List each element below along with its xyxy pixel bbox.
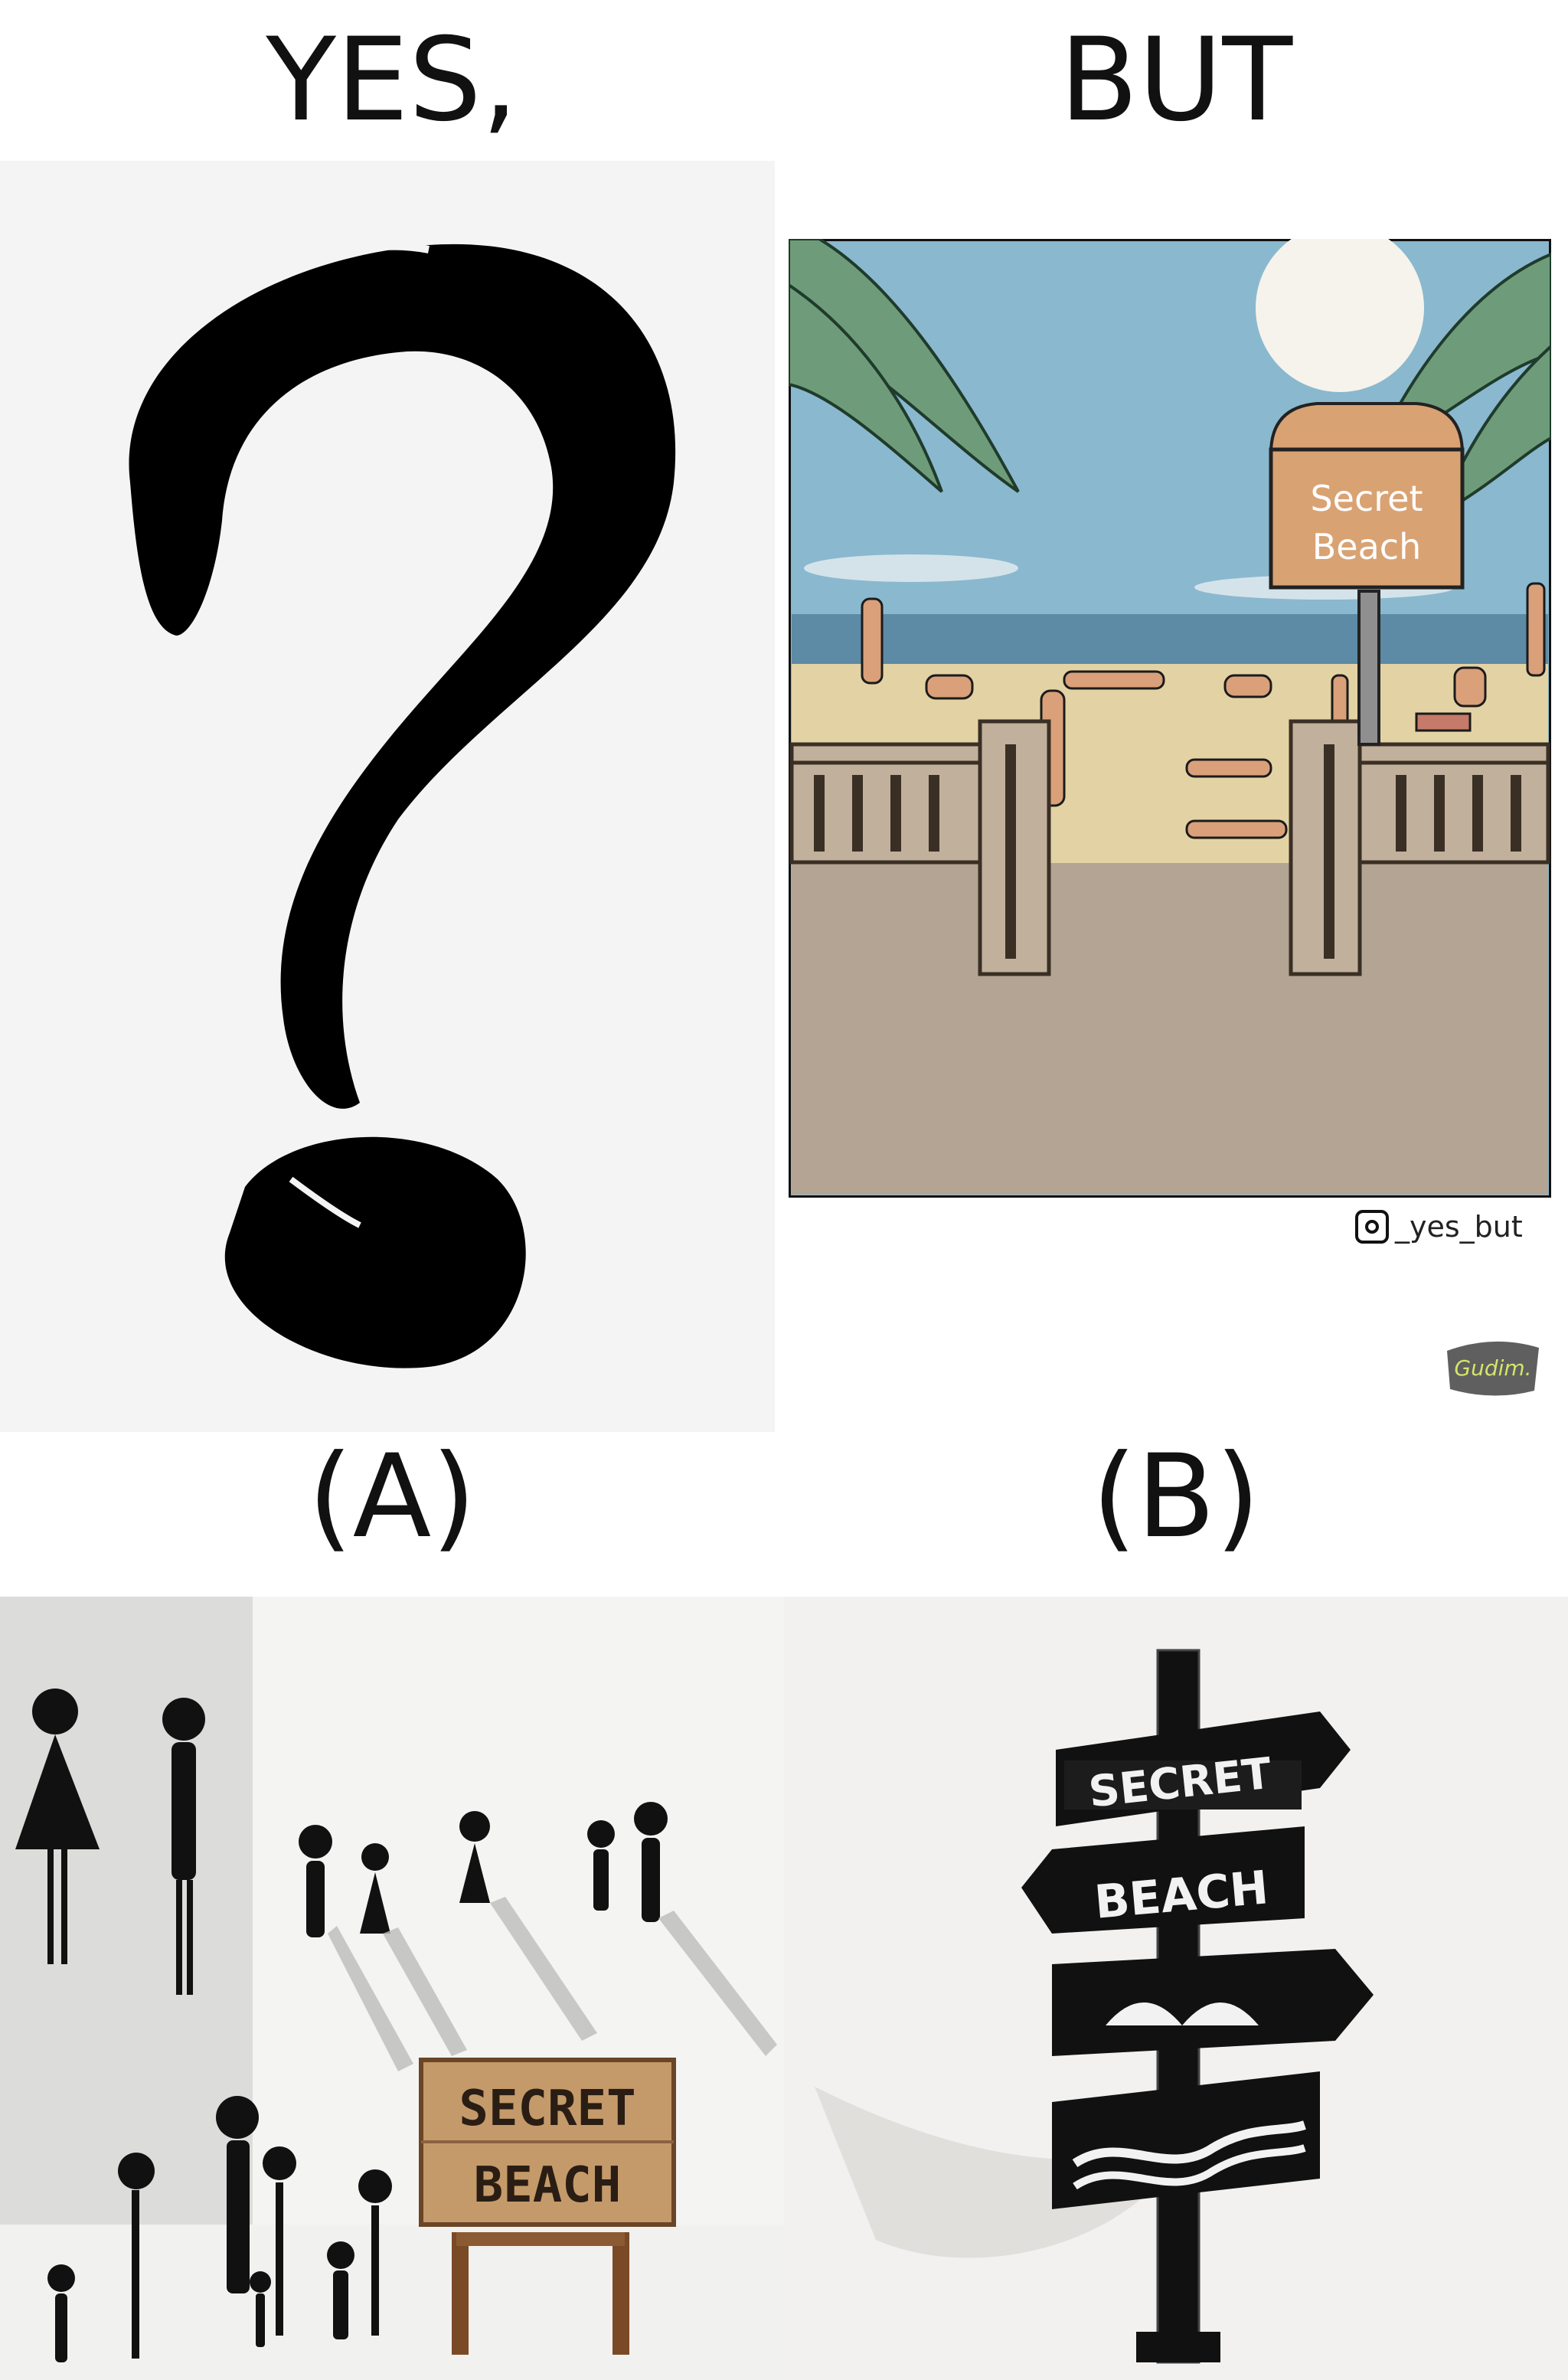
but-heading: BUT [1059,14,1293,147]
instagram-credit: _yes_but [1355,1206,1523,1247]
option-a-label: (A) [308,1430,476,1564]
option-a-sign-line2: BEACH [474,2157,622,2214]
shadows [328,1897,777,2071]
right-railing [1289,719,1550,976]
credit-handle: _yes_but [1395,1210,1523,1244]
signpost: SECRET BEACH [1021,1649,1374,2364]
question-mark-icon [129,242,676,1368]
option-a-sign-line1: SECRET [459,2081,635,2137]
option-b-label: (B) [1092,1430,1260,1564]
option-b-image[interactable]: SECRET BEACH [784,1597,1568,2380]
beachgoers [861,582,1546,839]
comic-panel: Secret Beach [789,239,1551,1198]
wooden-sign: SECRET BEACH [419,2058,676,2355]
silhouette-figures [15,1689,668,2362]
question-mark-panel [0,161,775,1432]
artist-badge-text: Gudim. [1454,1355,1531,1381]
artist-badge: Gudim. [1439,1331,1547,1401]
comic-sign-line1: Secret [1310,478,1423,519]
yes-heading: YES, [266,14,518,147]
option-a-image[interactable]: SECRET BEACH [0,1597,784,2380]
comic-sign-line2: Beach [1312,526,1422,567]
instagram-icon [1355,1210,1389,1244]
